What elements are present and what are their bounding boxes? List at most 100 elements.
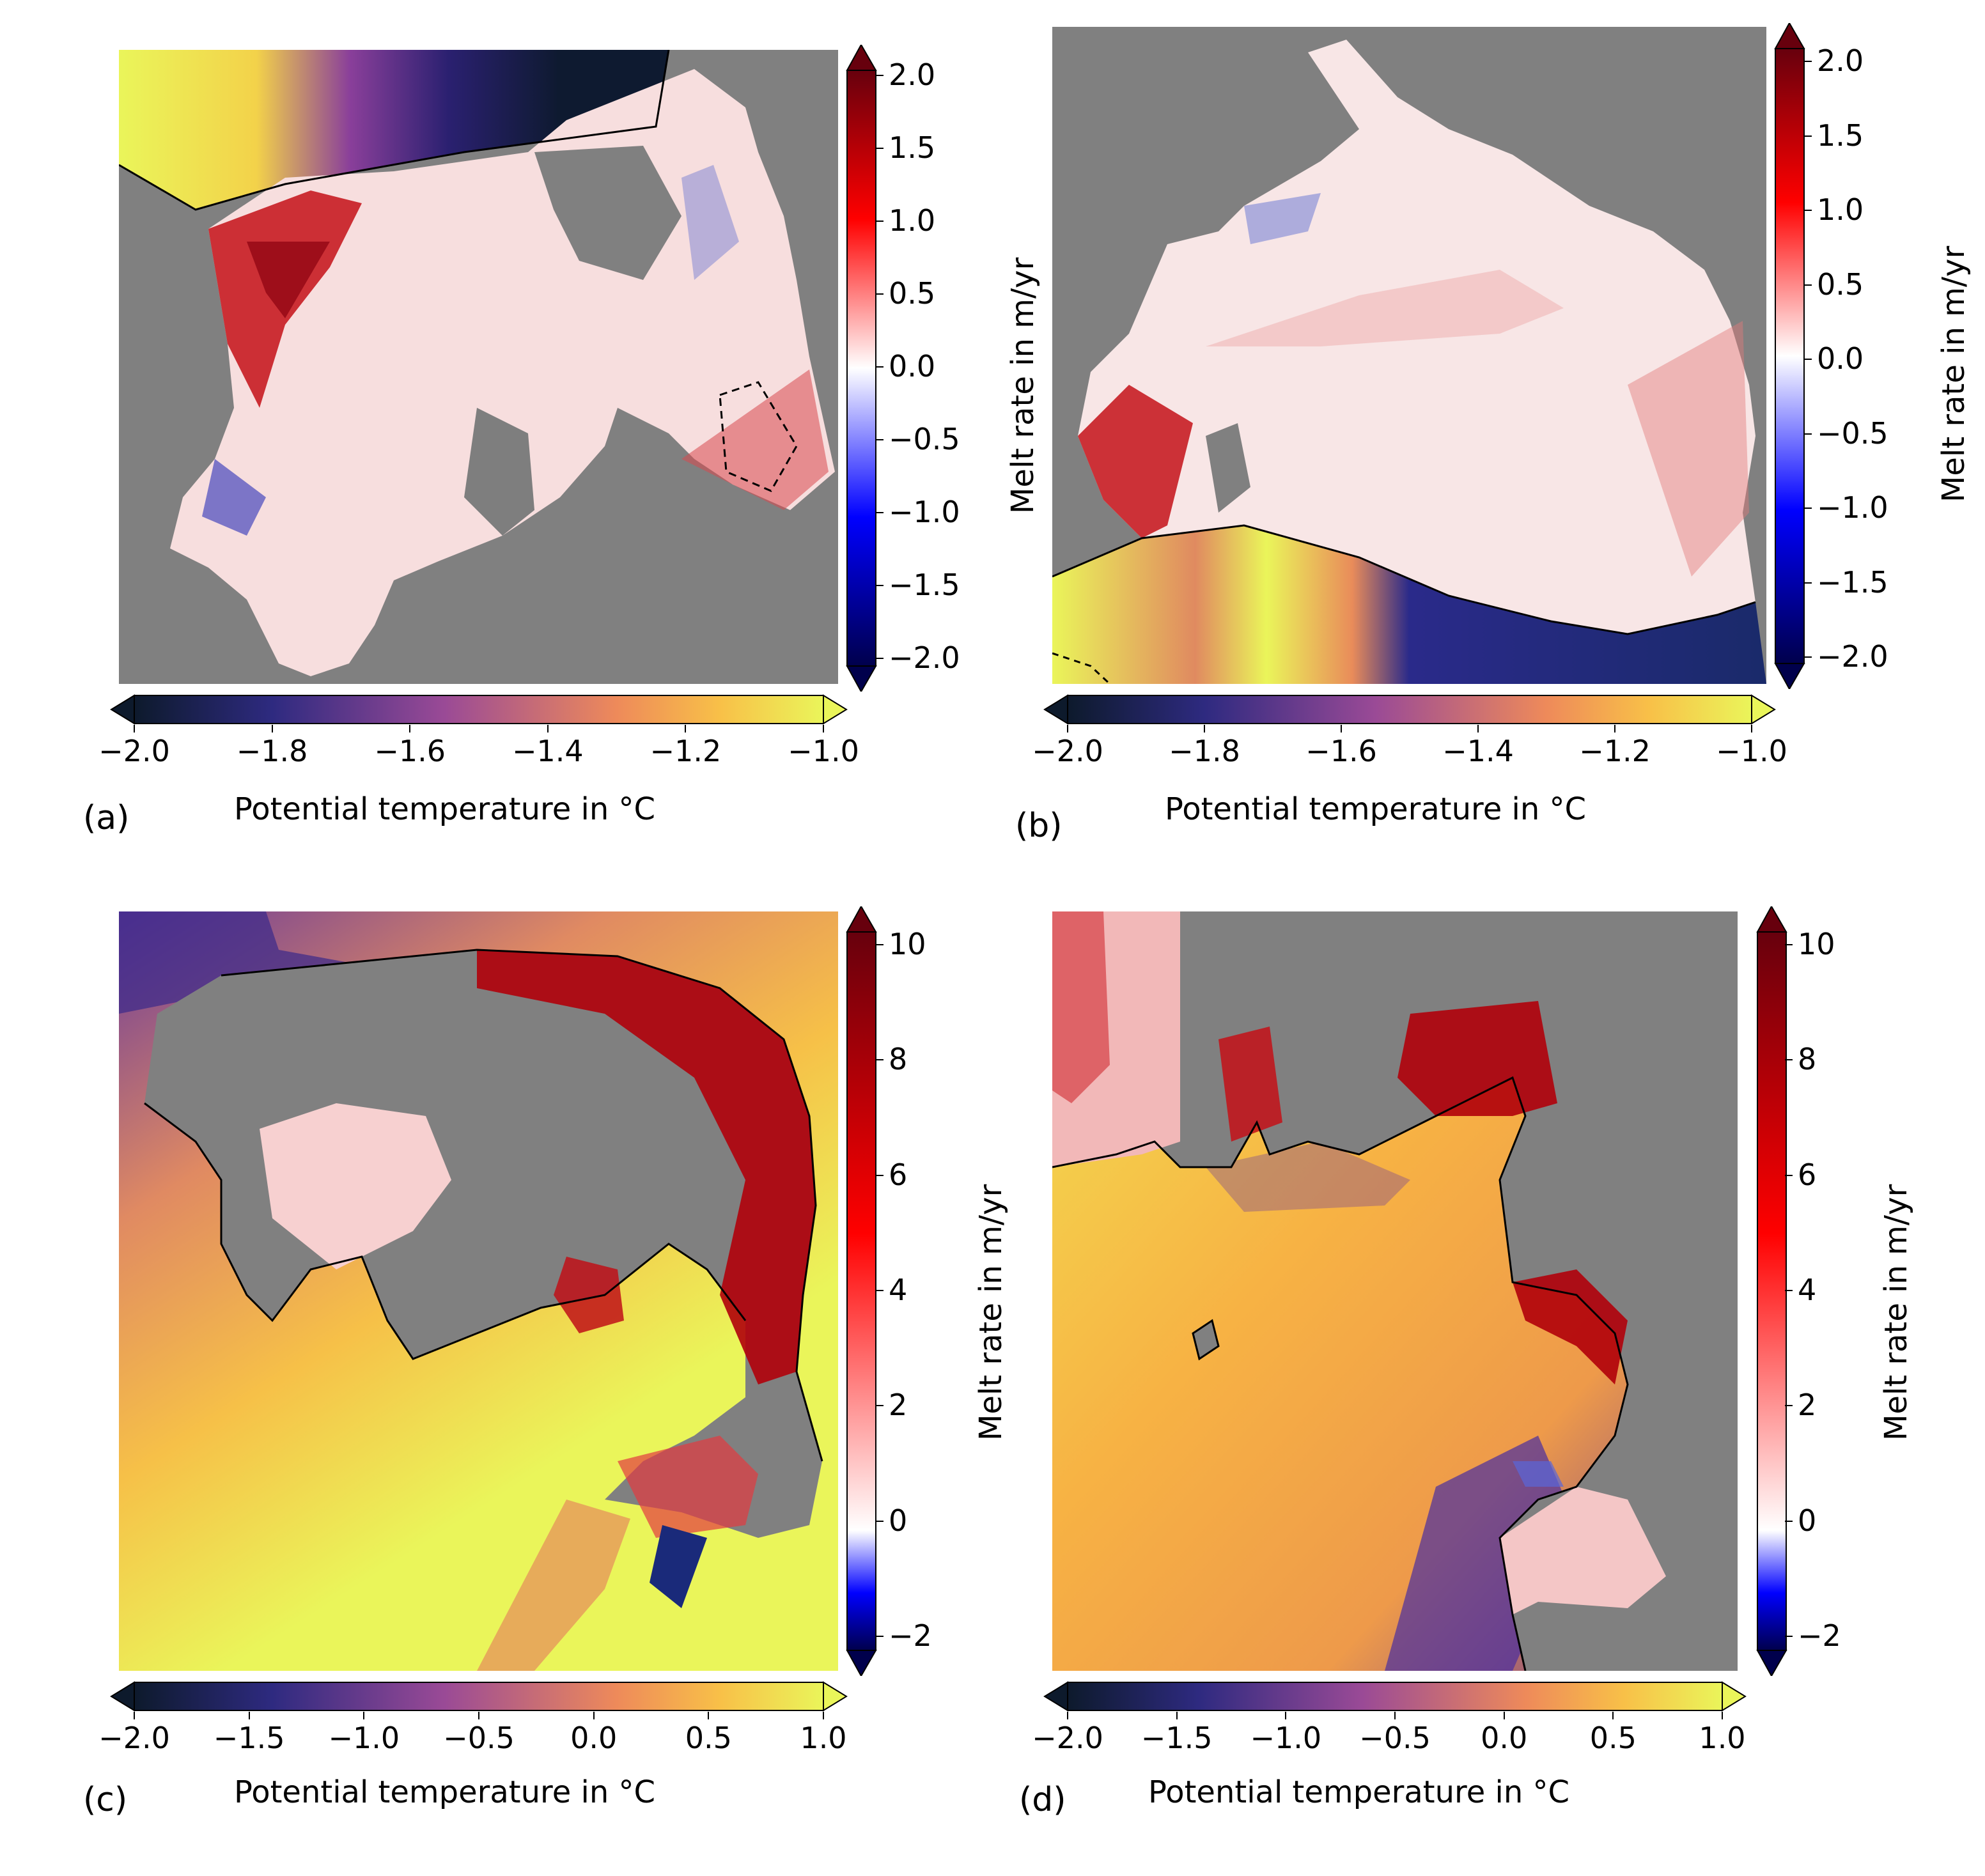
melt-tick-label: −2.0 <box>889 640 960 675</box>
melt-tick-label: 4 <box>889 1273 908 1307</box>
melt-tick-mark <box>876 1290 884 1291</box>
temp-tick-label: −1.8 <box>236 734 308 768</box>
temp-tick-label: −1.6 <box>374 734 446 768</box>
melt-tick-mark <box>876 439 884 440</box>
melt-colorbar-a <box>846 45 877 692</box>
panel-a-label: (a) <box>83 799 130 837</box>
melt-tick-label: −0.5 <box>889 422 960 456</box>
temp-tick-label: −1.0 <box>1250 1721 1322 1755</box>
map-c-field <box>119 911 838 1671</box>
temp-tick-mark <box>1503 1712 1505 1719</box>
melt-tick-label: −1.5 <box>889 568 960 602</box>
map-c <box>119 911 838 1671</box>
melt-tick-label: 1.0 <box>889 203 936 238</box>
temp-tick-mark <box>1341 725 1342 733</box>
melt-tick-label: 10 <box>1798 927 1835 961</box>
melt-tick-label: −0.5 <box>1817 415 1888 451</box>
melt-tick-label: −2 <box>1798 1618 1841 1653</box>
melt-tick-label: 2.0 <box>1817 43 1864 78</box>
melt-tick-label: 6 <box>1798 1157 1817 1192</box>
temp-colorbar-b-label: Potential temperature in °C <box>1165 791 1587 827</box>
melt-tick-label: 2 <box>1798 1388 1817 1423</box>
temp-tick-mark <box>1394 1712 1396 1719</box>
temp-tick-mark <box>547 725 549 733</box>
temp-tick-label: −2.0 <box>1032 734 1103 768</box>
temp-tick-mark <box>1067 725 1068 733</box>
temp-tick-mark <box>478 1712 479 1719</box>
temp-colorbar-a-label: Potential temperature in °C <box>234 791 656 827</box>
melt-tick-mark <box>876 75 884 76</box>
temp-tick-mark <box>1614 725 1615 733</box>
melt-tick-mark <box>876 658 884 659</box>
temp-tick-mark <box>134 1712 135 1719</box>
temp-tick-mark <box>593 1712 595 1719</box>
melt-tick-mark <box>876 1520 884 1522</box>
melt-tick-label: 0.0 <box>889 349 936 384</box>
melt-tick-label: 0.5 <box>1817 267 1864 302</box>
temp-tick-label: −2.0 <box>98 1721 170 1755</box>
temp-tick-label: 0.5 <box>1589 1721 1637 1755</box>
melt-tick-mark <box>876 366 884 368</box>
melt-tick-mark <box>1785 944 1793 945</box>
melt-tick-label: −1.0 <box>889 495 960 529</box>
melt-tick-label: −1.0 <box>1817 490 1888 525</box>
temp-tick-mark <box>1285 1712 1287 1719</box>
temp-tick-mark <box>134 725 135 733</box>
temp-tick-mark <box>685 725 687 733</box>
melt-colorbar-d <box>1756 906 1787 1676</box>
melt-colorbar-c <box>846 906 877 1676</box>
ocean-a <box>119 50 669 210</box>
melt-tick-label: −2 <box>889 1618 932 1653</box>
ice-shelf-c <box>144 950 822 1538</box>
melt-tick-label: 1.5 <box>889 130 936 165</box>
temp-tick-label: −1.0 <box>1716 734 1787 768</box>
panel-c-label: (c) <box>83 1781 128 1819</box>
melt-tick-label: 1.0 <box>1817 192 1864 227</box>
temp-tick-mark <box>1722 1712 1723 1719</box>
temp-tick-label: −2.0 <box>1032 1721 1103 1755</box>
temp-tick-label: −0.5 <box>443 1721 515 1755</box>
map-b <box>1052 27 1766 684</box>
melt-colorbar-b <box>1774 23 1805 689</box>
temp-tick-mark <box>1612 1712 1614 1719</box>
melt-tick-mark <box>876 293 884 295</box>
melt-tick-mark <box>876 1636 884 1637</box>
melt-colorbar-c-label: Melt rate in m/yr <box>973 1184 1009 1441</box>
melt-tick-label: 8 <box>1798 1042 1817 1077</box>
melt-tick-mark <box>1785 1290 1793 1291</box>
temp-tick-label: 1.0 <box>800 1721 847 1755</box>
melt-tick-label: 4 <box>1798 1273 1817 1307</box>
map-b-field <box>1052 40 1766 684</box>
melt-tick-mark <box>1785 1059 1793 1061</box>
temp-tick-label: −1.5 <box>1140 1721 1213 1755</box>
map-a-field <box>119 50 835 676</box>
melt-tick-mark <box>1785 1520 1793 1522</box>
temp-tick-label: 1.0 <box>1699 1721 1746 1755</box>
temp-tick-label: 0.0 <box>1481 1721 1528 1755</box>
melt-tick-mark <box>1804 284 1812 286</box>
melt-tick-mark <box>1804 433 1812 435</box>
melt-tick-mark <box>1804 210 1812 211</box>
map-d <box>1052 911 1738 1671</box>
melt-tick-mark <box>1804 582 1812 584</box>
melt-tick-label: 1.5 <box>1817 118 1864 153</box>
melt-tick-mark <box>1804 359 1812 360</box>
melt-tick-mark <box>1804 508 1812 509</box>
melt-tick-mark <box>876 1059 884 1061</box>
temp-tick-mark <box>1067 1712 1068 1719</box>
temp-tick-mark <box>708 1712 710 1719</box>
ice-shelf-d <box>1052 911 1738 1671</box>
temp-tick-label: −1.5 <box>213 1721 285 1755</box>
melt-tick-mark <box>876 1174 884 1176</box>
temp-tick-mark <box>1751 725 1752 733</box>
temp-tick-label: −1.2 <box>650 734 722 768</box>
melt-tick-label: 0 <box>1798 1503 1817 1538</box>
melt-tick-label: 2 <box>889 1388 908 1423</box>
temp-tick-label: −1.4 <box>511 734 584 768</box>
melt-tick-label: 2.0 <box>889 58 936 92</box>
melt-tick-mark <box>1785 1636 1793 1637</box>
melt-tick-label: 0.0 <box>1817 341 1864 376</box>
temp-tick-label: −1.8 <box>1169 734 1240 768</box>
temp-tick-label: −1.4 <box>1442 734 1514 768</box>
melt-tick-mark <box>1785 1174 1793 1176</box>
